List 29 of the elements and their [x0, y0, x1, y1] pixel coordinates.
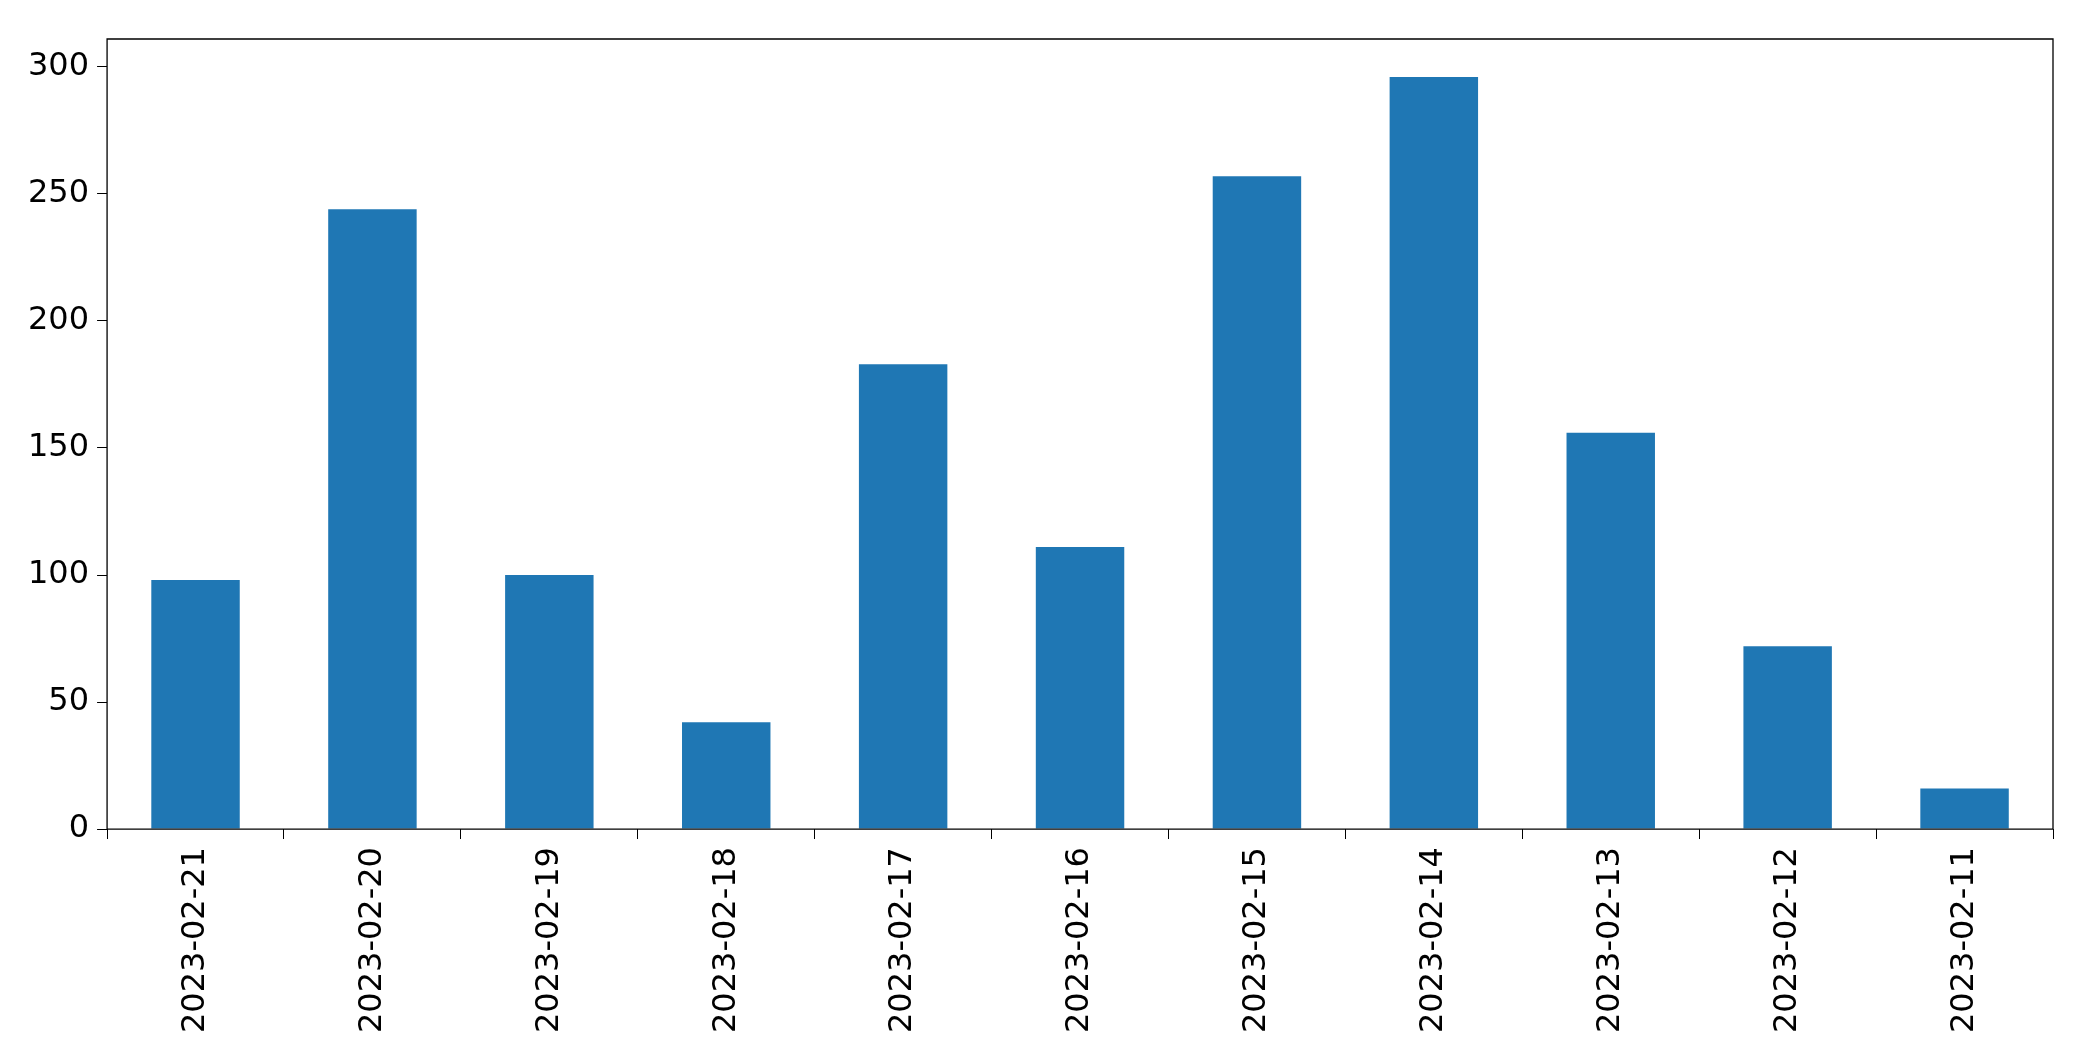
- x-tick-label: 2023-02-16: [1058, 847, 1097, 1033]
- bar: [1920, 788, 2009, 829]
- x-tick-label: 2023-02-21: [173, 847, 212, 1033]
- y-tick-label: 150: [28, 426, 90, 465]
- y-tick-label: 100: [28, 553, 90, 592]
- bar: [682, 722, 771, 829]
- y-tick-label: 50: [48, 680, 90, 719]
- x-tick-label: 2023-02-20: [350, 847, 389, 1033]
- bar: [1389, 77, 1479, 829]
- x-tick-label: 2023-02-17: [881, 847, 920, 1033]
- bar: [1743, 646, 1832, 829]
- y-tick-label: 250: [28, 172, 90, 211]
- bar: [1035, 547, 1125, 829]
- x-tick-label: 2023-02-11: [1942, 847, 1981, 1033]
- bar: [1212, 176, 1302, 829]
- x-tick-label: 2023-02-14: [1412, 847, 1451, 1033]
- x-tick-label: 2023-02-15: [1235, 847, 1274, 1033]
- x-tick-label: 2023-02-18: [704, 847, 743, 1033]
- y-tick-label: 0: [68, 807, 90, 846]
- x-tick-label: 2023-02-13: [1589, 847, 1628, 1033]
- y-tick-label: 300: [28, 45, 90, 84]
- bar: [151, 580, 240, 829]
- x-tick-label: 2023-02-19: [527, 847, 566, 1033]
- bar: [505, 575, 594, 829]
- y-tick-label: 200: [28, 299, 90, 338]
- bar: [328, 209, 417, 829]
- bar: [858, 364, 948, 829]
- bar: [1566, 432, 1655, 829]
- x-tick-label: 2023-02-12: [1765, 847, 1804, 1033]
